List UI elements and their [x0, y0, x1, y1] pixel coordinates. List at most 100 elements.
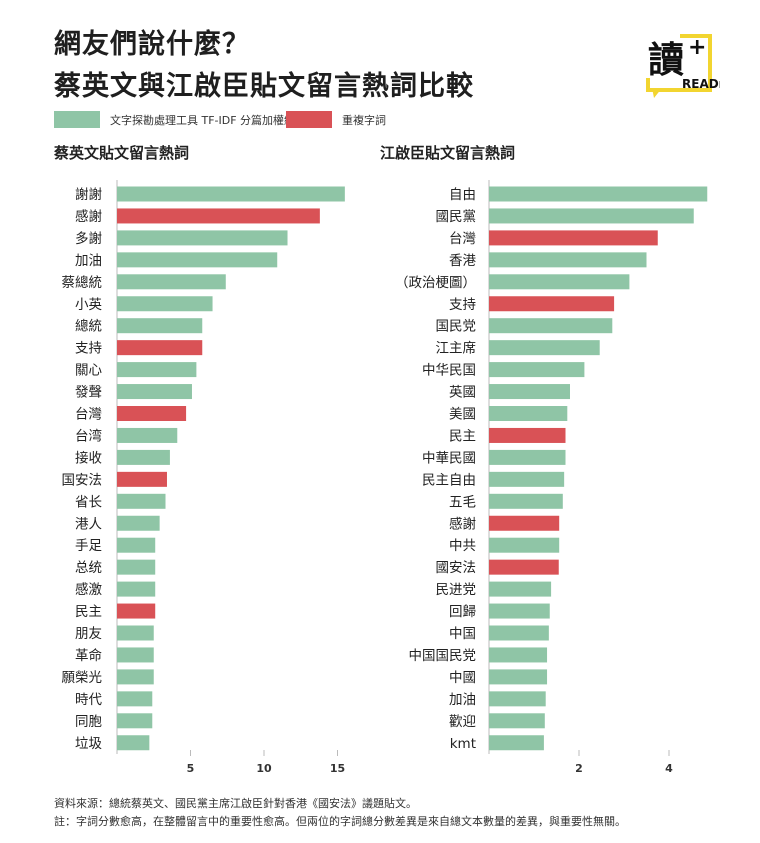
bar-tsai-5: [117, 296, 213, 312]
bar-chiang-3: [489, 252, 647, 268]
category-label-chiang-6: 国民党: [436, 319, 477, 335]
category-label-chiang-3: 香港: [449, 253, 476, 269]
category-label-chiang-14: 五毛: [449, 494, 476, 510]
bar-tsai-24: [117, 713, 153, 729]
bar-tsai-12: [117, 449, 170, 465]
logo-tail: [652, 88, 662, 98]
chart-title-tsai: 蔡英文貼文留言熱詞: [54, 144, 190, 162]
category-label-chiang-20: 中国: [449, 626, 476, 642]
category-label-tsai-24: 同胞: [75, 714, 102, 730]
category-label-tsai-17: 总统: [75, 560, 102, 576]
category-label-chiang-25: kmt: [450, 736, 476, 752]
bar-chiang-21: [489, 647, 548, 663]
bar-tsai-22: [117, 669, 154, 685]
category-label-chiang-1: 國民黨: [436, 209, 477, 225]
category-label-tsai-20: 朋友: [75, 626, 102, 642]
bar-tsai-3: [117, 252, 278, 268]
category-label-tsai-4: 蔡總統: [62, 274, 103, 291]
category-label-tsai-6: 總統: [75, 318, 102, 335]
category-label-tsai-2: 多謝: [75, 230, 102, 247]
bar-tsai-0: [117, 186, 345, 202]
bar-chiang-4: [489, 274, 630, 290]
category-label-tsai-0: 謝謝: [75, 187, 102, 203]
bar-chiang-5: [489, 296, 615, 312]
category-label-tsai-8: 關心: [75, 363, 102, 379]
bar-chiang-13: [489, 471, 565, 487]
legend-label-repeated: 重複字詞: [342, 113, 386, 127]
category-label-chiang-12: 中華民國: [422, 450, 476, 466]
readr-logo: 讀 + READr: [644, 34, 720, 98]
category-label-tsai-16: 手足: [75, 538, 102, 554]
category-label-tsai-13: 国安法: [62, 472, 103, 488]
category-label-chiang-13: 民主自由: [422, 472, 476, 488]
category-label-tsai-14: 省长: [75, 494, 102, 510]
category-label-tsai-23: 時代: [75, 692, 102, 708]
bar-chiang-6: [489, 318, 613, 334]
footer-note: 註：字詞分數愈高，在整體留言中的重要性愈高。但兩位的字詞總分數差異是來自總文本數…: [54, 815, 626, 828]
bar-chiang-20: [489, 625, 549, 641]
category-label-chiang-17: 國安法: [436, 560, 477, 576]
bar-tsai-18: [117, 581, 156, 597]
legend-swatch-tfidf: [54, 111, 100, 128]
bar-chiang-25: [489, 735, 544, 751]
bar-tsai-17: [117, 559, 156, 575]
legend-swatch-repeated: [286, 111, 332, 128]
bar-chiang-12: [489, 449, 566, 465]
bar-tsai-10: [117, 406, 187, 421]
category-label-tsai-19: 民主: [75, 604, 102, 620]
logo-char: 讀: [648, 40, 684, 81]
category-label-chiang-16: 中共: [449, 538, 476, 554]
category-label-tsai-11: 台湾: [75, 427, 102, 444]
x-tick-label-tsai-1: 10: [256, 762, 272, 775]
bar-tsai-2: [117, 230, 288, 246]
chart-title-chiang: 江啟臣貼文留言熱詞: [380, 144, 516, 162]
category-label-tsai-22: 願榮光: [62, 670, 103, 686]
bar-chiang-23: [489, 691, 546, 707]
category-label-chiang-5: 支持: [449, 297, 476, 313]
bar-chiang-0: [489, 186, 708, 202]
category-label-chiang-0: 自由: [449, 187, 476, 203]
bar-tsai-7: [117, 340, 203, 356]
category-label-tsai-18: 感激: [75, 581, 102, 598]
category-label-chiang-10: 美國: [449, 407, 476, 423]
bar-tsai-11: [117, 427, 178, 443]
category-label-chiang-21: 中国国民党: [409, 648, 477, 664]
chart-panel-tsai: 5 10 15 謝謝感謝多謝加油蔡總統小英總統支持關心發聲台灣台湾接收国安法省长港人手…: [62, 180, 345, 775]
bar-tsai-19: [117, 603, 156, 619]
category-label-chiang-4: （政治梗圖）: [395, 275, 476, 291]
page-title-line1: 網友們說什麼？: [54, 29, 250, 60]
bar-chiang-18: [489, 581, 552, 597]
category-label-tsai-10: 台灣: [75, 407, 102, 423]
category-label-tsai-25: 垃圾: [75, 736, 102, 752]
bar-tsai-20: [117, 625, 154, 641]
category-label-tsai-15: 港人: [75, 516, 102, 532]
bar-tsai-21: [117, 647, 154, 663]
bar-tsai-6: [117, 318, 203, 334]
category-label-chiang-18: 民进党: [436, 582, 477, 598]
bar-tsai-4: [117, 274, 226, 290]
category-label-chiang-2: 台灣: [449, 231, 476, 247]
legend-item-tfidf: 文字探勘處理工具 TF-IDF 分篇加權總分: [54, 111, 306, 128]
bar-tsai-9: [117, 384, 192, 400]
bar-chiang-19: [489, 603, 550, 619]
bar-chiang-11: [489, 427, 566, 443]
bar-chiang-22: [489, 669, 548, 685]
bar-chiang-9: [489, 384, 570, 400]
category-label-tsai-3: 加油: [75, 253, 102, 269]
bar-chiang-8: [489, 362, 585, 378]
category-label-tsai-5: 小英: [75, 296, 102, 313]
bar-chiang-24: [489, 713, 545, 729]
bar-chiang-7: [489, 340, 600, 356]
bar-tsai-25: [117, 735, 150, 751]
category-label-chiang-23: 加油: [449, 692, 476, 708]
bar-tsai-15: [117, 515, 160, 531]
bar-tsai-8: [117, 362, 197, 378]
bar-chiang-10: [489, 406, 568, 421]
bar-chiang-2: [489, 230, 658, 246]
category-label-chiang-8: 中华民国: [422, 363, 476, 379]
bar-chiang-14: [489, 493, 563, 509]
category-label-chiang-11: 民主: [449, 428, 476, 444]
category-label-tsai-9: 發聲: [75, 384, 102, 401]
category-label-chiang-24: 歡迎: [449, 714, 476, 730]
bar-tsai-1: [117, 208, 320, 224]
